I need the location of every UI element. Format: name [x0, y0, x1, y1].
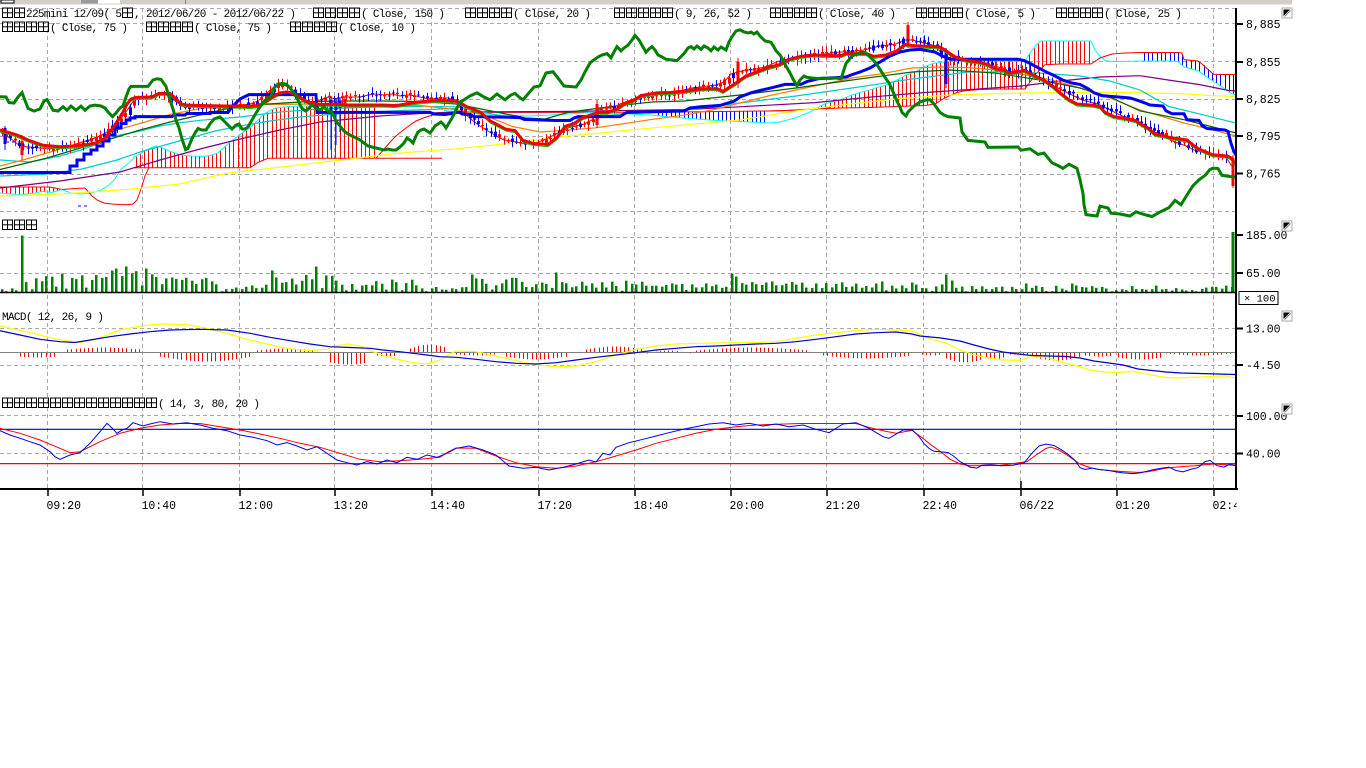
svg-text:21:20: 21:20 — [826, 500, 861, 513]
svg-text:( Close, 150 ): ( Close, 150 ) — [361, 9, 445, 21]
svg-text:( Close, 40 ): ( Close, 40 ) — [818, 9, 896, 21]
svg-text:40.00: 40.00 — [1246, 449, 1281, 462]
svg-text:18:40: 18:40 — [634, 500, 669, 513]
svg-text:MACD( 12, 26, 9 ): MACD( 12, 26, 9 ) — [2, 312, 104, 324]
svg-text:( Close, 25 ): ( Close, 25 ) — [1104, 9, 1182, 21]
svg-text:( Close, 75 ): ( Close, 75 ) — [50, 23, 128, 35]
svg-text:× 100: × 100 — [1244, 294, 1276, 306]
svg-text:13.00: 13.00 — [1246, 324, 1281, 337]
svg-text:, 2012/06/20 - 2012/06/22 ): , 2012/06/20 - 2012/06/22 ) — [134, 9, 296, 21]
svg-text:17:20: 17:20 — [538, 500, 573, 513]
svg-text:20:00: 20:00 — [730, 500, 765, 513]
svg-text:12:00: 12:00 — [239, 500, 274, 513]
svg-text:-4.50: -4.50 — [1246, 360, 1281, 373]
svg-text:185.00: 185.00 — [1246, 230, 1288, 243]
svg-text:( 14, 3, 80, 20 ): ( 14, 3, 80, 20 ) — [158, 399, 260, 411]
svg-text:14:40: 14:40 — [431, 500, 466, 513]
svg-text:09:20: 09:20 — [47, 500, 82, 513]
svg-text:01:20: 01:20 — [1116, 500, 1151, 513]
svg-text:8,885: 8,885 — [1246, 19, 1281, 32]
svg-text:8,795: 8,795 — [1246, 131, 1281, 144]
svg-text:8,825: 8,825 — [1246, 94, 1281, 107]
svg-text:8,765: 8,765 — [1246, 169, 1281, 182]
svg-text:100.00: 100.00 — [1246, 411, 1288, 424]
svg-text:22:40: 22:40 — [923, 500, 958, 513]
svg-text:65.00: 65.00 — [1246, 268, 1281, 281]
svg-text:8,855: 8,855 — [1246, 57, 1281, 70]
svg-text:( 9, 26, 52 ): ( 9, 26, 52 ) — [674, 9, 752, 21]
svg-text:( Close, 75 ): ( Close, 75 ) — [194, 23, 272, 35]
svg-text:06/22: 06/22 — [1020, 500, 1055, 513]
svg-text:10:40: 10:40 — [142, 500, 177, 513]
svg-text:( Close, 20 ): ( Close, 20 ) — [513, 9, 591, 21]
svg-text:( Close, 10 ): ( Close, 10 ) — [338, 23, 416, 35]
svg-text:( Close, 5 ): ( Close, 5 ) — [964, 9, 1036, 21]
svg-text:13:20: 13:20 — [334, 500, 369, 513]
svg-text:225mini 12/09( 5: 225mini 12/09( 5 — [26, 9, 122, 21]
